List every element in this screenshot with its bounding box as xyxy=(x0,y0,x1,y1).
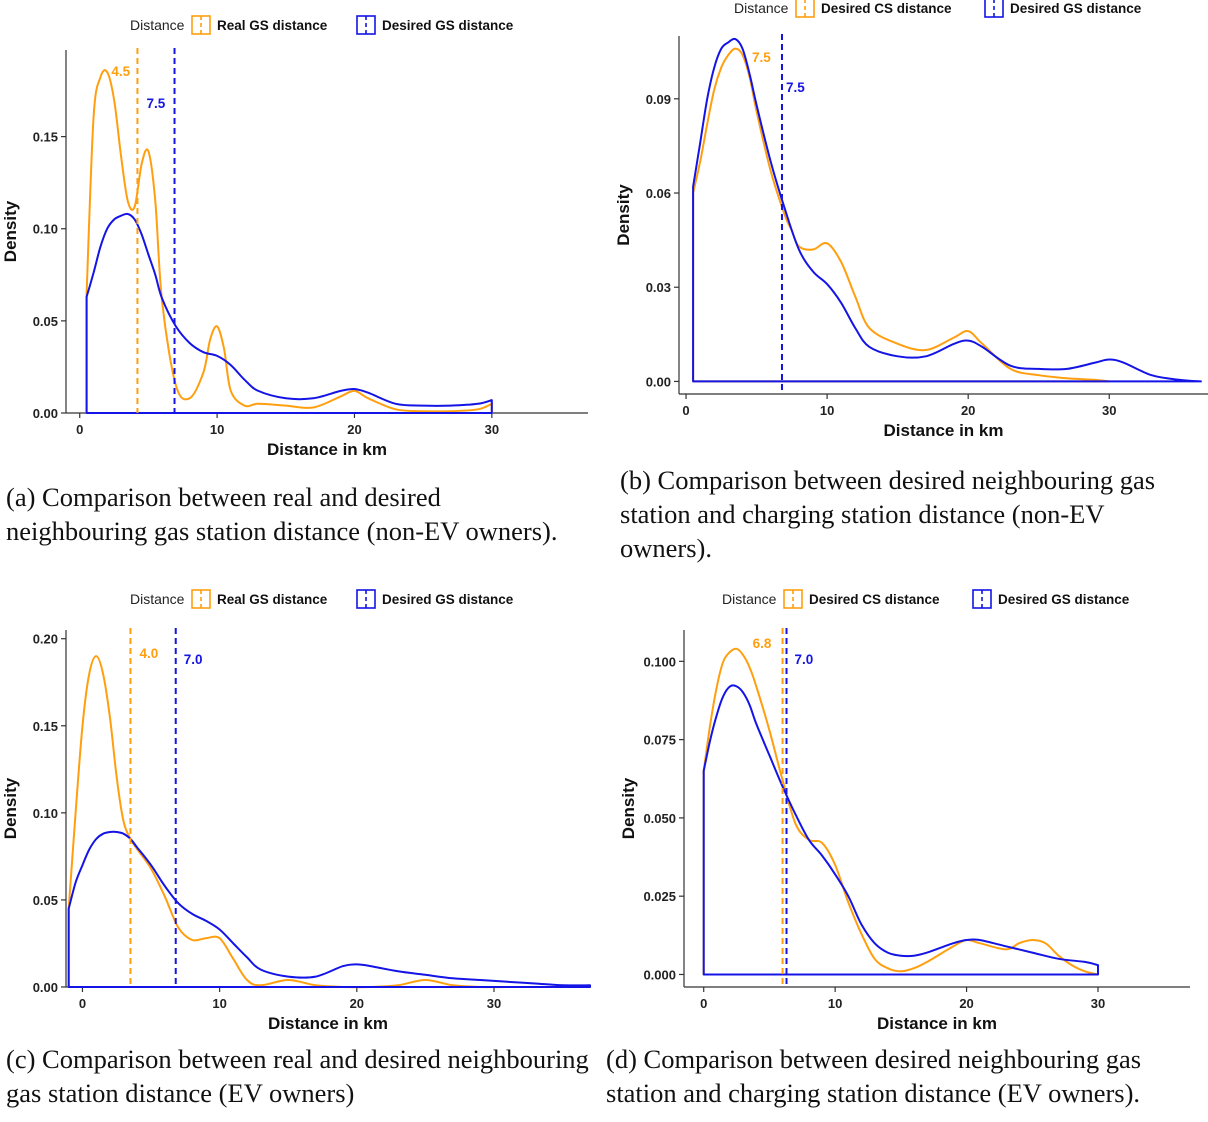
x-tick-label: 0 xyxy=(700,996,707,1011)
y-tick-label: 0.20 xyxy=(33,632,58,647)
panel-a: Distance Real GS distance Desired GS dista… xyxy=(0,0,604,470)
y-tick-label: 0.06 xyxy=(646,186,671,201)
y-tick-label: 0.000 xyxy=(643,967,676,982)
y-tick-label: 0.03 xyxy=(646,280,671,295)
legend-key xyxy=(191,15,211,35)
density-curve-first xyxy=(85,69,493,414)
y-tick-label: 0.100 xyxy=(643,654,676,669)
caption-c: (c) Comparison between real and desired … xyxy=(6,1044,589,1108)
legend-label: Desired GS distance xyxy=(382,592,514,607)
x-tick-label: 30 xyxy=(487,996,501,1011)
x-tick-label: 10 xyxy=(210,422,224,437)
x-tick-label: 0 xyxy=(76,422,83,437)
x-tick-label: 20 xyxy=(961,403,975,418)
legend-key xyxy=(972,589,992,609)
vline-label: 4.5 xyxy=(111,64,130,79)
x-tick-label: 10 xyxy=(212,996,226,1011)
legend: Distance Real GS distance Desired GS dista… xyxy=(130,15,514,35)
legend-key xyxy=(984,0,1004,18)
panel-d: Distance Desired CS distance Desired GS di… xyxy=(604,580,1208,1040)
y-axis-label: Density xyxy=(1,777,20,839)
chart-b: Distance Desired CS distance Desired GS di… xyxy=(614,0,1208,440)
legend-key xyxy=(356,589,376,609)
x-tick-label: 20 xyxy=(350,996,364,1011)
legend-title: Distance xyxy=(130,591,185,607)
y-tick-label: 0.10 xyxy=(33,806,58,821)
x-tick-label: 20 xyxy=(959,996,973,1011)
legend-label: Desired CS distance xyxy=(821,1,952,16)
vline-label: 7.5 xyxy=(147,96,166,111)
legend-title: Distance xyxy=(722,591,777,607)
y-tick-label: 0.05 xyxy=(33,314,58,329)
panel-c: Distance Real GS distance Desired GS dista… xyxy=(0,580,604,1040)
y-tick-label: 0.10 xyxy=(33,222,58,237)
density-curve-second xyxy=(702,684,1099,976)
legend-title: Distance xyxy=(130,17,185,33)
legend-label: Real GS distance xyxy=(217,592,328,607)
x-axis-label: Distance in km xyxy=(884,421,1004,440)
legend-key xyxy=(783,589,803,609)
chart-c: Distance Real GS distance Desired GS dista… xyxy=(1,589,591,1033)
vline-label: 7.0 xyxy=(795,652,814,667)
legend-label: Real GS distance xyxy=(217,18,328,33)
legend: Distance Desired CS distance Desired GS di… xyxy=(722,589,1130,609)
x-axis-label: Distance in km xyxy=(267,440,387,459)
legend-title: Distance xyxy=(734,0,789,16)
x-tick-label: 10 xyxy=(828,996,842,1011)
x-tick-label: 10 xyxy=(820,403,834,418)
y-tick-label: 0.025 xyxy=(643,889,676,904)
vline-label: 7.0 xyxy=(184,652,203,667)
y-tick-label: 0.00 xyxy=(33,406,58,421)
x-tick-label: 0 xyxy=(79,996,86,1011)
y-tick-label: 0.00 xyxy=(33,980,58,995)
legend: Distance Real GS distance Desired GS dista… xyxy=(130,589,514,609)
legend: Distance Desired CS distance Desired GS di… xyxy=(734,0,1142,18)
density-curve-second xyxy=(692,37,1202,383)
legend-label: Desired GS distance xyxy=(1010,1,1142,16)
x-tick-label: 30 xyxy=(1102,403,1116,418)
y-tick-label: 0.15 xyxy=(33,719,58,734)
density-curve-first xyxy=(702,647,1099,976)
chart-d: Distance Desired CS distance Desired GS di… xyxy=(619,589,1190,1033)
y-tick-label: 0.15 xyxy=(33,130,58,145)
y-tick-label: 0.09 xyxy=(646,92,671,107)
density-curve-first xyxy=(67,655,591,989)
x-tick-label: 30 xyxy=(485,422,499,437)
y-tick-label: 0.050 xyxy=(643,811,676,826)
x-tick-label: 0 xyxy=(682,403,689,418)
caption-b: (b) Comparison between desired neighbour… xyxy=(620,465,1156,563)
legend-key xyxy=(356,15,376,35)
y-axis-label: Density xyxy=(1,200,20,262)
y-axis-label: Density xyxy=(614,184,633,246)
legend-key xyxy=(191,589,211,609)
density-curve-second xyxy=(85,212,493,414)
vline-label: 6.8 xyxy=(753,636,772,651)
legend-label: Desired GS distance xyxy=(998,592,1130,607)
vline-label: 7.5 xyxy=(786,80,805,95)
legend-label: Desired GS distance xyxy=(382,18,514,33)
x-axis-label: Distance in km xyxy=(877,1014,997,1033)
caption-d: (d) Comparison between desired neighbour… xyxy=(606,1044,1142,1108)
y-axis-label: Density xyxy=(619,777,638,839)
panel-b: Distance Desired CS distance Desired GS di… xyxy=(604,0,1208,450)
legend-key xyxy=(795,0,815,18)
y-tick-label: 0.00 xyxy=(646,374,671,389)
chart-a: Distance Real GS distance Desired GS dista… xyxy=(1,15,588,459)
density-curve-second xyxy=(67,830,591,988)
x-axis-label: Distance in km xyxy=(268,1014,388,1033)
legend-label: Desired CS distance xyxy=(809,592,940,607)
vline-label: 7.5 xyxy=(752,50,771,65)
y-tick-label: 0.05 xyxy=(33,893,58,908)
x-tick-label: 20 xyxy=(347,422,361,437)
vline-label: 4.0 xyxy=(139,646,158,661)
y-tick-label: 0.075 xyxy=(643,733,676,748)
x-tick-label: 30 xyxy=(1091,996,1105,1011)
caption-a: (a) Comparison between real and desired … xyxy=(6,482,558,546)
